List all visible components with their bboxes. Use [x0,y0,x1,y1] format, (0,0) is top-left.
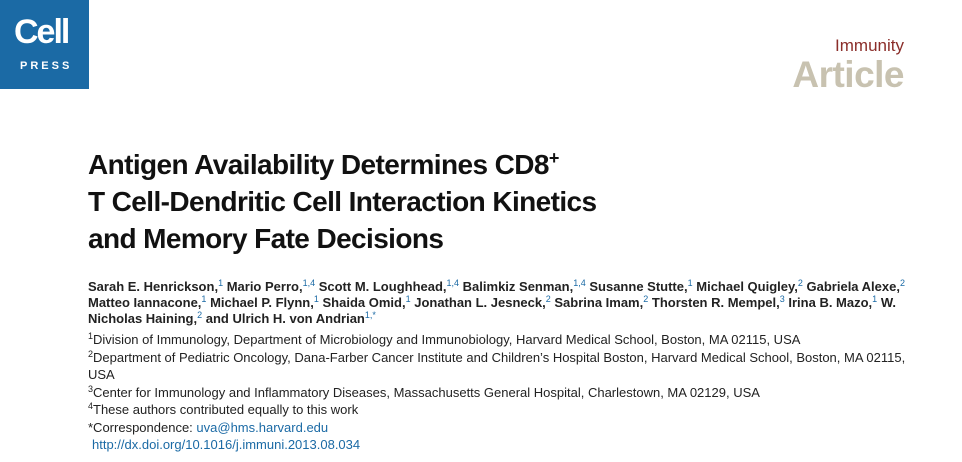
author-affiliation-marker: 1,4 [302,278,316,288]
author-name: Sarah E. Henrickson, [88,279,219,294]
author-affiliation-marker: 1 [313,294,319,304]
author-name: Thorsten R. Mempel, [651,295,780,310]
author: Balimkiz Senman,1,4 [462,278,586,295]
title-line-2: T Cell-Dendritic Cell Interaction Kineti… [88,186,597,217]
author-name: Sabrina Imam, [554,295,644,310]
author: Matteo Iannacone,1 [88,294,207,311]
author: Irina B. Mazo,1 [788,294,878,311]
affiliation-2: 2Department of Pediatric Oncology, Dana-… [88,349,908,384]
title-line-1: Antigen Availability Determines CD8 [88,149,549,180]
affiliation-number: 1 [88,331,94,341]
author-affiliation-marker: 1 [218,278,224,288]
author-name: Michael Quigley, [696,279,798,294]
title-superscript: + [548,148,560,168]
author: W. Nicholas Haining,2 [88,295,896,326]
author-name: Shaida Omid, [322,295,406,310]
author-name: Gabriela Alexe, [806,279,900,294]
author-affiliation-marker: 1,4 [446,278,460,288]
author: Susanne Stutte,1 [589,278,693,295]
author: Mario Perro,1,4 [226,278,316,295]
logo-press-text: PRESS [20,60,73,72]
title-line-3: and Memory Fate Decisions [88,223,444,254]
author: and Ulrich H. von Andrian1,* [205,310,376,327]
author: Jonathan L. Jesneck,2 [414,294,551,311]
author: Shaida Omid,1 [322,294,411,311]
author-name: Michael P. Flynn, [210,295,314,310]
article-type: Article [792,54,904,95]
author: Gabriela Alexe,2 [806,278,905,295]
doi-link[interactable]: http://dx.doi.org/10.1016/j.immuni.2013.… [92,437,361,452]
author-affiliation-marker: 2 [797,278,803,288]
cell-press-logo: Cell PRESS [0,0,89,89]
doi: http://dx.doi.org/10.1016/j.immuni.2013.… [88,436,908,454]
affiliation-1: 1Division of Immunology, Department of M… [88,331,908,349]
author-name: Matteo Iannacone, [88,295,202,310]
article-title: Antigen Availability Determines CD8+ T C… [88,146,808,257]
author-affiliation-marker: 3 [779,294,785,304]
author-name: and Ulrich H. von Andrian [205,311,365,326]
affiliation-4: 4These authors contributed equally to th… [88,401,908,419]
author-affiliation-marker: 1 [405,294,411,304]
author: Sarah E. Henrickson,1 [88,278,224,295]
correspondence-email-link[interactable]: uva@hms.harvard.edu [196,419,329,435]
author-affiliation-marker: 1 [201,294,207,304]
correspondence: *Correspondence: uva@hms.harvard.edu [88,419,908,437]
affiliation-3: 3Center for Immunology and Inflammatory … [88,384,908,402]
author-affiliation-marker: 2 [899,278,905,288]
affiliation-number: 4 [88,401,94,411]
author-affiliation-marker: 2 [643,294,649,304]
journal-name: Immunity [835,36,904,55]
affiliation-text: Division of Immunology, Department of Mi… [93,332,801,347]
affiliation-number: 2 [88,348,94,359]
author-name: Balimkiz Senman, [462,279,574,294]
author: Michael Quigley,2 [696,278,803,295]
author-name: Irina B. Mazo, [788,295,873,310]
author-name: W. Nicholas Haining, [88,295,896,326]
author-name: Susanne Stutte, [589,279,688,294]
author-list: Sarah E. Henrickson,1 Mario Perro,1,4 Sc… [88,279,948,327]
author-affiliation-marker: 1,4 [573,278,586,288]
author: Michael P. Flynn,1 [210,294,319,311]
author-name: Scott M. Loughhead, [318,279,447,294]
affiliation-text: Center for Immunology and Inflammatory D… [93,384,760,400]
author-affiliation-marker: 1,* [364,310,376,320]
author-name: Jonathan L. Jesneck, [414,295,546,310]
author: Scott M. Loughhead,1,4 [318,278,460,295]
author-affiliation-marker: 2 [545,294,551,304]
affiliations: 1Division of Immunology, Department of M… [88,331,908,454]
logo-cell-text: Cell [14,13,70,51]
affiliation-text: Department of Pediatric Oncology, Dana-F… [88,349,906,383]
author-affiliation-marker: 1 [872,294,878,304]
affiliation-number: 3 [88,383,94,394]
author: Thorsten R. Mempel,3 [651,294,785,311]
author: Sabrina Imam,2 [554,294,649,311]
affiliation-text: These authors contributed equally to thi… [93,402,359,417]
author-affiliation-marker: 1 [687,278,693,288]
author-name: Mario Perro, [226,279,303,294]
author-affiliation-marker: 2 [197,310,203,320]
correspondence-label: *Correspondence: [88,419,193,435]
